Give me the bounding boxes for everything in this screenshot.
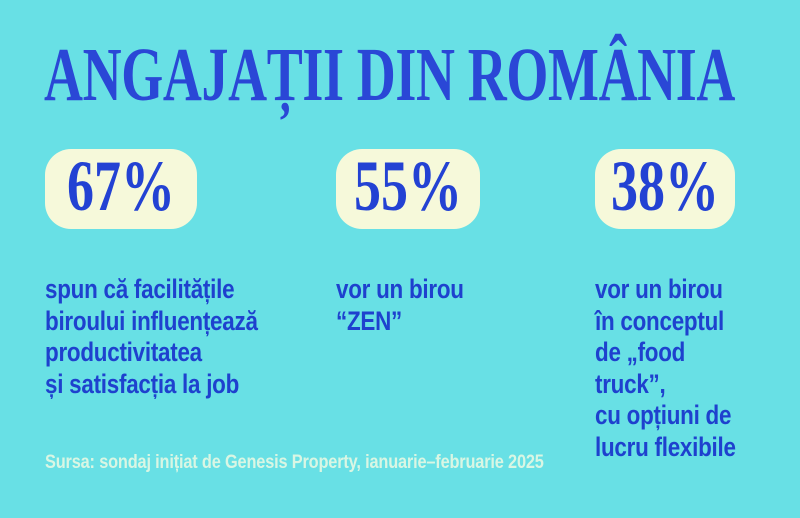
page-title: ANGAJAȚII DIN ROMÂNIA bbox=[44, 33, 736, 117]
stat-value-2: 55% bbox=[354, 146, 462, 226]
stat-description-3: vor un birou în conceptul de „food truck… bbox=[595, 274, 736, 462]
stat-value-3: 38% bbox=[611, 146, 719, 226]
stat-card-3: 38% bbox=[595, 149, 735, 229]
stat-description-2: vor un birou “ZEN” bbox=[336, 274, 464, 336]
stat-card-2: 55% bbox=[336, 149, 480, 229]
stat-value-1: 67% bbox=[67, 146, 175, 226]
source-note: Sursa: sondaj inițiat de Genesis Propert… bbox=[45, 452, 544, 473]
stat-column-1: 67% spun că facilitățile biroului influe… bbox=[45, 149, 315, 400]
stat-column-3: 38% vor un birou în conceptul de „food t… bbox=[595, 149, 790, 463]
stat-column-2: 55% vor un birou “ZEN” bbox=[336, 149, 586, 337]
stat-card-1: 67% bbox=[45, 149, 197, 229]
stat-description-1: spun că facilitățile biroului influențea… bbox=[45, 274, 258, 399]
